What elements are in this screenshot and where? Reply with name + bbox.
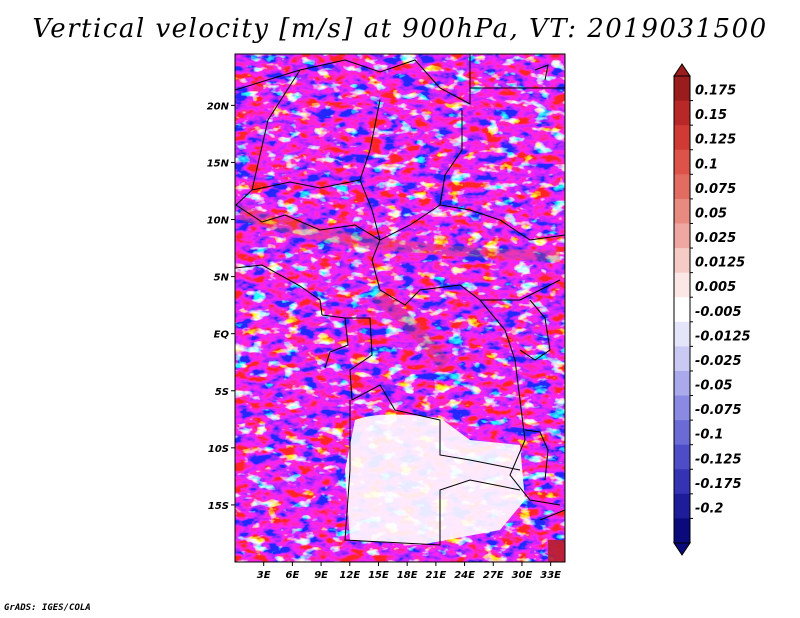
colorbar-swatch (674, 198, 690, 224)
lon-tick-label: 24E (454, 570, 475, 581)
colorbar-swatch (674, 297, 690, 323)
colorbar-label: 0.075 (695, 182, 736, 197)
colorbar-swatch (674, 125, 690, 151)
colorbar-label: 0.1 (695, 157, 718, 172)
colorbar-swatch (674, 469, 690, 495)
colorbar-swatch (674, 248, 690, 274)
colorbar-label: 0.005 (695, 280, 736, 295)
colorbar-label: 0.15 (695, 108, 727, 123)
lon-tick-label: 33E (540, 570, 561, 581)
lon-tick-label: 21E (425, 570, 446, 581)
lon-tick-label: 6E (285, 570, 299, 581)
colorbar-label: 0.025 (695, 231, 736, 246)
colorbar-swatch (674, 395, 690, 421)
lat-tick-label: 15S (208, 501, 229, 512)
colorbar-swatch (674, 518, 690, 544)
colorbar-label: -0.175 (695, 477, 742, 492)
colorbar-label: -0.1 (695, 428, 723, 443)
colorbar-label: -0.025 (695, 354, 742, 369)
latitude-axis: 20N 15N 10N 5N EQ 5S 10S 15S (207, 101, 235, 512)
colorbar-swatch (674, 493, 690, 519)
colorbar-label: 0.0125 (695, 256, 745, 271)
lon-tick-label: 9E (314, 570, 328, 581)
colorbar-label: -0.125 (695, 452, 742, 467)
colorbar-label: -0.05 (695, 379, 732, 394)
colorbar-swatch (674, 174, 690, 200)
colorbar-swatch (674, 444, 690, 470)
colorbar-swatch (674, 272, 690, 298)
colorbar-swatch (674, 420, 690, 446)
colorbar-label: -0.075 (695, 403, 742, 418)
colorbar-label: -0.005 (695, 305, 742, 320)
lon-tick-label: 30E (512, 570, 533, 581)
lat-tick-label: 5S (215, 387, 229, 398)
velocity-field (235, 54, 565, 562)
footer-credit: GrADS: IGES/COLA (4, 603, 91, 613)
lon-tick-label: 3E (257, 570, 271, 581)
lon-tick-label: 15E (368, 570, 389, 581)
chart-title: Vertical velocity [m/s] at 900hPa, VT: 2… (32, 14, 768, 44)
lat-tick-label: 10S (208, 444, 229, 455)
lat-tick-label: 10N (207, 216, 230, 227)
boundaries (235, 54, 565, 546)
lat-tick-label: EQ (214, 330, 230, 341)
colorbar-label: 0.125 (695, 133, 736, 148)
colorbar-swatch (674, 370, 690, 397)
plot-frame (234, 53, 566, 563)
colorbar-swatch (674, 346, 690, 372)
lon-tick-label: 12E (339, 570, 360, 581)
colorbar-outline (673, 75, 691, 544)
colorbar-label: 0.175 (695, 84, 736, 99)
longitude-axis: 3E 6E 9E 12E 15E 18E 21E 24E 27E 30E 33E (257, 562, 561, 581)
colorbar-label: 0.05 (695, 206, 727, 221)
colorbar-label: -0.0125 (695, 329, 751, 344)
lat-tick-label: 20N (207, 101, 230, 112)
lat-tick-label: 15N (207, 158, 230, 169)
lat-tick-label: 5N (214, 273, 230, 284)
colorbar-label: -0.2 (695, 501, 723, 516)
colorbar-swatch (674, 223, 690, 249)
colorbar-bottom-cap (673, 542, 691, 556)
colorbar-swatch (674, 100, 690, 126)
colorbar: 0.175 0.15 0.125 0.1 0.075 0.05 0.025 0.0125 0.0… (673, 63, 751, 556)
colorbar-swatch (674, 76, 690, 102)
lon-tick-label: 18E (397, 570, 418, 581)
colorbar-swatch (674, 149, 690, 175)
lon-tick-label: 27E (483, 570, 504, 581)
colorbar-swatch (674, 321, 690, 347)
colorbar-top-cap (673, 63, 691, 77)
